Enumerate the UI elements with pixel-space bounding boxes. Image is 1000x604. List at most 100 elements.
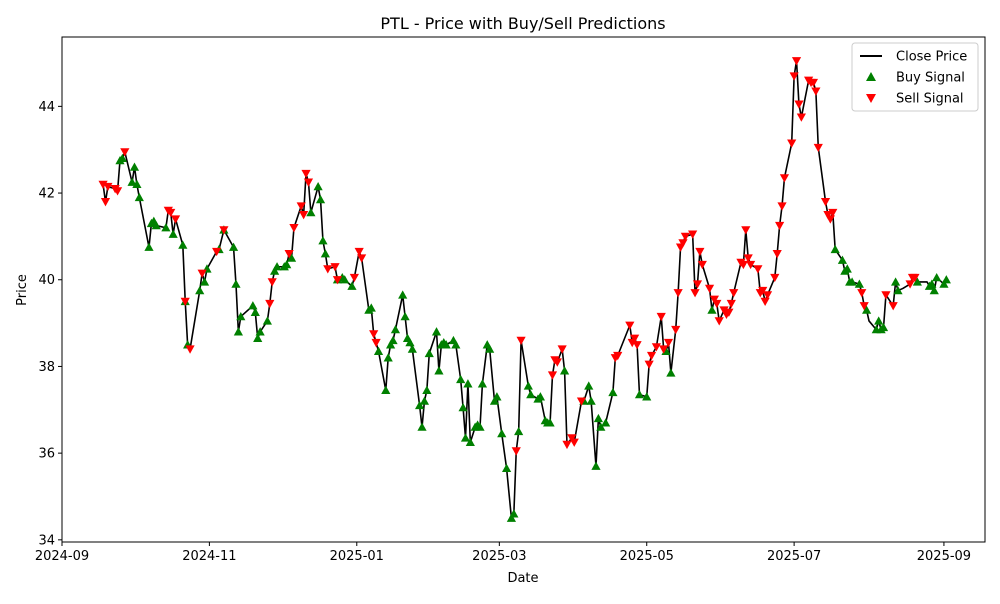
buy-signal-marker — [270, 266, 280, 275]
sell-signal-marker — [719, 306, 729, 315]
y-tick-label: 44 — [38, 100, 55, 115]
sell-signal-marker — [354, 247, 364, 257]
sell-signal-marker — [789, 72, 799, 81]
buy-signal-marker — [161, 223, 171, 232]
sell-signal-marker — [349, 273, 359, 283]
buy-signal-marker — [199, 277, 210, 286]
buy-signal-marker — [593, 413, 604, 423]
buy-signal-marker — [373, 346, 384, 355]
sell-signal-marker — [680, 232, 690, 241]
buy-signal-marker — [398, 290, 408, 299]
buy-signal-marker — [477, 379, 488, 388]
sell-signal-marker — [632, 341, 642, 350]
buy-signal-marker — [523, 381, 533, 390]
buy-signal-marker — [941, 275, 951, 284]
buy-signal-marker — [340, 275, 350, 284]
buy-signal-marker — [417, 422, 427, 431]
y-axis-label: Price — [15, 274, 30, 306]
buy-signal-marker — [253, 333, 263, 342]
sell-signal-marker — [180, 297, 190, 307]
sell-signal-marker — [678, 239, 688, 248]
buy-signal-marker — [315, 194, 326, 204]
sell-signal-marker — [663, 338, 674, 348]
legend-label: Sell Signal — [896, 92, 964, 107]
x-tick-label: 2024-11 — [182, 549, 236, 564]
buy-signal-marker — [178, 240, 188, 249]
buy-signal-marker — [492, 392, 502, 401]
sell-signal-marker — [625, 321, 635, 330]
sell-signal-marker — [552, 358, 562, 367]
sell-signal-marker — [762, 291, 773, 300]
sell-signal-marker — [905, 280, 915, 289]
buy-signal-marker — [347, 281, 357, 290]
plot-frame — [61, 36, 986, 543]
buy-signal-marker — [262, 316, 272, 325]
sell-signal-marker — [185, 345, 195, 354]
sell-signal-marker — [299, 211, 309, 220]
buy-signal-marker — [132, 179, 142, 189]
sell-signal-marker — [738, 260, 748, 270]
buy-signal-marker — [255, 327, 265, 336]
sell-signal-marker — [791, 57, 802, 66]
sell-signal-marker — [857, 289, 867, 298]
sell-signal-marker — [910, 273, 920, 283]
sell-signal-marker — [330, 263, 340, 272]
buy-signal-marker — [286, 253, 297, 262]
buy-signal-marker — [666, 368, 676, 377]
buy-signal-marker — [407, 344, 417, 353]
buy-signal-marker — [127, 177, 137, 186]
sell-signal-marker — [724, 308, 734, 317]
sell-signal-marker — [646, 351, 657, 361]
sell-signal-marker — [289, 224, 299, 233]
buy-signal-marker — [424, 348, 434, 358]
x-tick-label: 2025-03 — [472, 549, 526, 564]
x-tick-label: 2025-01 — [330, 549, 384, 564]
chart-title: PTL - Price with Buy/Sell Predictions — [380, 14, 665, 33]
sell-signal-marker — [753, 265, 763, 274]
sell-signal-marker — [651, 343, 661, 352]
buy-signal-marker — [233, 327, 243, 336]
buy-signal-marker — [465, 437, 475, 446]
buy-signal-marker — [526, 390, 536, 399]
buy-signal-marker — [250, 307, 260, 316]
buy-signal-marker — [456, 374, 466, 384]
buy-signal-marker — [514, 426, 524, 436]
buy-signal-marker — [390, 324, 401, 334]
y-tick-label: 38 — [38, 360, 55, 375]
sell-signal-marker — [197, 269, 207, 278]
x-tick-label: 2025-09 — [917, 549, 971, 564]
sell-signal-marker — [813, 143, 823, 153]
sell-signal-marker — [98, 180, 108, 189]
buy-signal-marker — [144, 242, 154, 251]
buy-signal-marker — [272, 262, 282, 271]
buy-signal-marker — [854, 279, 864, 288]
buy-signal-marker — [497, 429, 507, 438]
buy-signal-marker — [509, 509, 519, 518]
buy-signal-marker — [460, 433, 471, 442]
buy-signal-marker — [415, 400, 425, 410]
buy-signal-marker — [489, 396, 500, 405]
buy-signal-marker — [463, 379, 473, 388]
buy-signal-marker — [388, 335, 398, 345]
sell-signal-marker — [112, 187, 123, 196]
buy-signal-marker — [878, 322, 889, 332]
buy-signal-marker — [381, 385, 391, 394]
sell-signal-marker — [656, 312, 666, 322]
sell-signal-marker — [743, 254, 753, 263]
sell-signal-marker — [120, 148, 130, 157]
sell-signal-marker — [301, 169, 311, 179]
buy-signal-marker — [890, 277, 901, 286]
buy-signal-marker — [134, 192, 144, 202]
sell-signal-marker — [296, 202, 306, 211]
sell-signal-marker — [630, 334, 640, 343]
buy-signal-marker — [586, 396, 596, 405]
buy-signal-marker — [441, 340, 451, 349]
sell-signal-marker — [726, 299, 736, 309]
buy-signal-marker — [313, 181, 323, 191]
sell-signal-marker — [859, 302, 869, 311]
buy-signal-marker — [830, 244, 840, 254]
sell-signal-marker — [357, 254, 367, 263]
buy-signal-marker — [559, 366, 570, 375]
